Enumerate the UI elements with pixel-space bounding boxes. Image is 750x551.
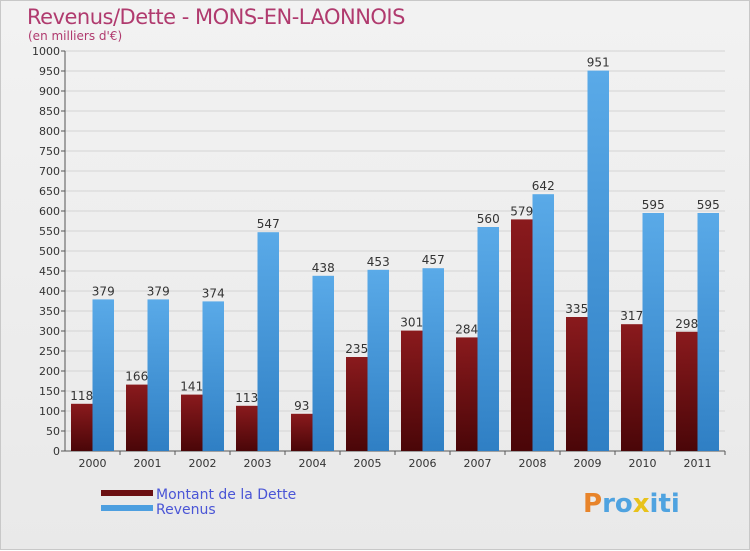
y-tick-label: 800 xyxy=(39,125,60,138)
logo-letter: i xyxy=(670,489,680,519)
bar-revenue xyxy=(257,232,279,451)
data-label-debt: 93 xyxy=(294,399,309,413)
x-tick-label: 2005 xyxy=(354,457,382,470)
y-tick-label: 250 xyxy=(39,345,60,358)
data-label-revenue: 379 xyxy=(92,284,115,298)
data-label-debt: 301 xyxy=(400,316,423,330)
data-label-revenue: 453 xyxy=(367,255,390,269)
y-tick-label: 400 xyxy=(39,285,60,298)
data-label-debt: 113 xyxy=(235,391,258,405)
y-tick-label: 450 xyxy=(39,265,60,278)
bar-debt xyxy=(511,219,533,451)
x-tick-label: 2000 xyxy=(79,457,107,470)
legend-label-revenue: Revenus xyxy=(156,502,216,518)
bar-revenue xyxy=(532,194,554,451)
x-tick-label: 2001 xyxy=(134,457,162,470)
bar-revenue xyxy=(312,275,334,451)
data-label-debt: 235 xyxy=(345,342,368,356)
data-label-revenue: 374 xyxy=(202,286,225,300)
x-tick-label: 2008 xyxy=(519,457,547,470)
data-label-revenue: 438 xyxy=(312,261,335,275)
logo-letter: o xyxy=(614,489,633,519)
y-tick-label: 350 xyxy=(39,305,60,318)
bar-debt xyxy=(126,384,148,451)
bar-revenue xyxy=(587,70,609,451)
y-tick-label: 750 xyxy=(39,145,60,158)
bar-revenue xyxy=(367,269,389,451)
x-tick-label: 2009 xyxy=(574,457,602,470)
data-label-revenue: 951 xyxy=(587,56,610,70)
bar-revenue xyxy=(477,227,499,451)
data-label-revenue: 595 xyxy=(642,198,665,212)
bar-debt xyxy=(401,330,423,451)
data-label-debt: 317 xyxy=(620,309,643,323)
bar-revenue xyxy=(642,213,664,451)
proxiti-logo: Proxiti xyxy=(583,489,680,519)
bar-debt xyxy=(346,357,368,451)
bar-debt xyxy=(236,405,258,451)
y-tick-label: 0 xyxy=(53,445,60,458)
bar-debt xyxy=(566,317,588,451)
bar-debt xyxy=(71,403,93,451)
logo-letter: r xyxy=(602,489,615,519)
bar-debt xyxy=(676,331,698,451)
legend-swatch-revenue xyxy=(101,505,153,511)
y-tick-label: 200 xyxy=(39,365,60,378)
bar-debt xyxy=(621,324,643,451)
x-tick-label: 2007 xyxy=(464,457,492,470)
y-tick-label: 900 xyxy=(39,85,60,98)
y-tick-label: 300 xyxy=(39,325,60,338)
bar-debt xyxy=(181,394,203,451)
data-label-revenue: 642 xyxy=(532,179,555,193)
logo-letter: x xyxy=(632,489,650,519)
data-label-revenue: 560 xyxy=(477,212,500,226)
x-tick-label: 2011 xyxy=(684,457,712,470)
y-tick-label: 650 xyxy=(39,185,60,198)
data-label-revenue: 595 xyxy=(697,198,720,212)
bar-debt xyxy=(291,413,313,451)
x-tick-label: 2003 xyxy=(244,457,272,470)
x-tick-label: 2004 xyxy=(299,457,327,470)
bar-debt xyxy=(456,337,478,451)
y-tick-label: 850 xyxy=(39,105,60,118)
chart-subtitle: (en milliers d'€) xyxy=(28,29,123,43)
y-tick-label: 500 xyxy=(39,245,60,258)
y-tick-label: 950 xyxy=(39,65,60,78)
legend-label-debt: Montant de la Dette xyxy=(156,487,297,503)
chart-title: Revenus/Dette - MONS-EN-LAONNOIS xyxy=(27,5,405,29)
legend-swatch-debt xyxy=(101,490,153,496)
data-label-debt: 118 xyxy=(70,389,93,403)
data-label-debt: 579 xyxy=(510,204,533,218)
y-tick-label: 100 xyxy=(39,405,60,418)
logo-letter: t xyxy=(658,489,671,519)
x-tick-label: 2010 xyxy=(629,457,657,470)
y-tick-label: 150 xyxy=(39,385,60,398)
y-tick-label: 700 xyxy=(39,165,60,178)
logo-letter: P xyxy=(583,489,603,519)
bar-revenue xyxy=(202,301,224,451)
x-tick-label: 2006 xyxy=(409,457,437,470)
y-tick-label: 1000 xyxy=(32,45,60,58)
data-label-revenue: 547 xyxy=(257,217,280,231)
data-label-debt: 284 xyxy=(455,322,478,336)
data-label-revenue: 379 xyxy=(147,284,170,298)
y-tick-label: 550 xyxy=(39,225,60,238)
data-label-debt: 335 xyxy=(565,302,588,316)
bar-revenue xyxy=(697,213,719,451)
y-tick-label: 50 xyxy=(46,425,60,438)
logo-letter: i xyxy=(649,489,659,519)
data-label-debt: 298 xyxy=(675,317,698,331)
bar-revenue xyxy=(422,268,444,451)
y-tick-label: 600 xyxy=(39,205,60,218)
bar-revenue xyxy=(147,299,169,451)
data-label-debt: 141 xyxy=(180,380,203,394)
data-label-revenue: 457 xyxy=(422,253,445,267)
data-label-debt: 166 xyxy=(125,370,148,384)
bar-revenue xyxy=(92,299,114,451)
x-tick-label: 2002 xyxy=(189,457,217,470)
